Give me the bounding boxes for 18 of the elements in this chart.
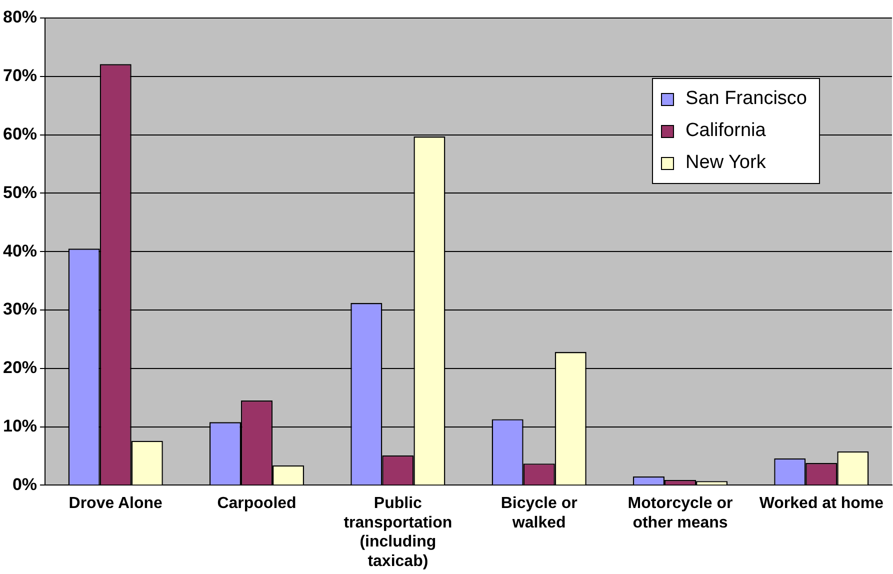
legend-label: San Francisco: [686, 88, 807, 110]
y-tick-label: 0%: [12, 474, 38, 494]
y-tick-label: 80%: [2, 8, 38, 27]
x-tick-label: Carpooled: [217, 495, 296, 512]
y-tick-label: 70%: [2, 66, 38, 86]
y-tick-label: 20%: [2, 358, 38, 378]
legend-label: New York: [686, 152, 766, 174]
x-tick-label: Public transportation (including taxicab): [344, 495, 452, 570]
y-tick-label: 60%: [2, 124, 38, 144]
x-tick-label: Drove Alone: [68, 495, 163, 512]
y-tick-label: 50%: [2, 182, 38, 202]
y-tick-label: 10%: [2, 416, 38, 436]
x-tick-label: Worked at home: [759, 495, 884, 512]
legend-label: California: [686, 120, 766, 142]
x-tick-label: Bicycle or walked: [500, 495, 578, 532]
y-tick-label: 30%: [2, 300, 38, 319]
x-tick-label: Motorcycle or other means: [628, 495, 733, 532]
y-tick-label: 40%: [2, 241, 38, 260]
